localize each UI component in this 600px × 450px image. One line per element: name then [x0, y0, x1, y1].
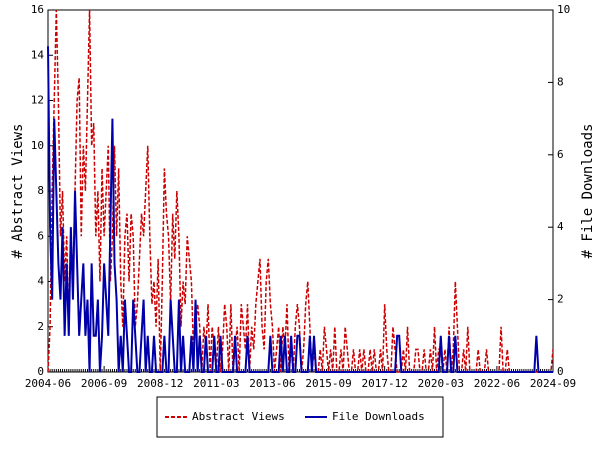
x-tick-label: 2013-06 — [249, 377, 295, 390]
x-tick-label: 2015-09 — [305, 377, 351, 390]
x-tick-label: 2006-09 — [81, 377, 127, 390]
y2-tick-label: 8 — [557, 75, 564, 88]
legend-label: Abstract Views — [192, 410, 285, 423]
x-tick-label: 2022-06 — [474, 377, 520, 390]
y-axis-label: # Abstract Views — [10, 124, 26, 259]
y-tick-label: 2 — [37, 320, 44, 333]
y2-tick-label: 0 — [557, 365, 564, 378]
y-tick-label: 8 — [37, 184, 44, 197]
y2-tick-label: 10 — [557, 3, 570, 16]
y2-tick-label: 6 — [557, 148, 564, 161]
y2-axis-label: # File Downloads — [580, 124, 596, 259]
y-tick-label: 4 — [37, 275, 44, 288]
x-tick-label: 2024-09 — [530, 377, 576, 390]
y2-tick-label: 2 — [557, 293, 564, 306]
legend-label: File Downloads — [332, 410, 425, 423]
y-tick-label: 14 — [31, 48, 45, 61]
y-tick-label: 12 — [31, 94, 44, 107]
x-tick-label: 2011-03 — [193, 377, 239, 390]
x-tick-label: 2020-03 — [418, 377, 464, 390]
x-tick-label: 2008-12 — [137, 377, 183, 390]
series-line — [47, 46, 553, 373]
x-tick-label: 2004-06 — [25, 377, 71, 390]
y-tick-label: 6 — [37, 229, 44, 242]
y-tick-label: 10 — [31, 139, 44, 152]
legend-box — [156, 396, 444, 438]
x-tick-label: 2017-12 — [361, 377, 407, 390]
y2-tick-label: 4 — [557, 220, 564, 233]
y-tick-label: 16 — [31, 3, 44, 16]
y-tick-label: 0 — [37, 365, 44, 378]
